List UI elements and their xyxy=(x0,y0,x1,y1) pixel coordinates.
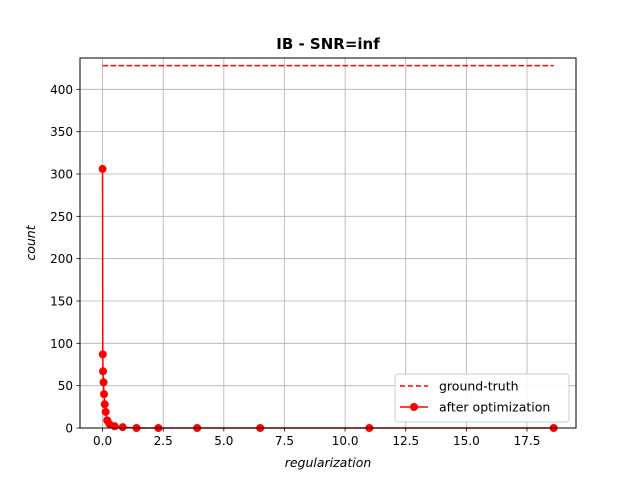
y-tick-label: 200 xyxy=(50,252,73,266)
y-tick-label: 100 xyxy=(50,337,73,351)
chart-title: IB - SNR=inf xyxy=(276,35,380,53)
data-point xyxy=(99,378,108,387)
legend-box xyxy=(394,373,570,423)
x-tick-label: 5.0 xyxy=(214,434,233,448)
legend: ground-truth after optimization xyxy=(394,373,570,423)
x-tick-label: 15.0 xyxy=(453,434,480,448)
data-point xyxy=(118,423,127,432)
data-point xyxy=(100,400,109,409)
x-tick-label: 10.0 xyxy=(332,434,359,448)
legend-after-optimization-label: after optimization xyxy=(439,400,550,415)
plot-frame xyxy=(79,57,577,429)
ticks: 0.0 2.5 5.0 7.5 10.0 12.5 15.0 17.5 0 50 100 150 200… xyxy=(50,83,540,448)
y-tick-label: 0 xyxy=(65,422,73,436)
y-tick-label: 300 xyxy=(50,167,73,181)
data-point xyxy=(99,367,108,376)
legend-after-optimization-marker xyxy=(410,403,418,411)
data-point xyxy=(101,407,110,416)
y-tick-label: 350 xyxy=(50,125,73,139)
y-tick-label: 250 xyxy=(50,210,73,224)
x-tick-label: 7.5 xyxy=(275,434,294,448)
data-point xyxy=(98,350,107,359)
x-axis-label: regularization xyxy=(285,455,372,470)
data-point xyxy=(98,164,107,173)
data-point xyxy=(100,390,109,399)
y-axis-label: count xyxy=(23,224,38,260)
x-tick-label: 2.5 xyxy=(154,434,173,448)
y-tick-label: 50 xyxy=(58,379,73,393)
x-tick-label: 17.5 xyxy=(514,434,541,448)
y-tick-label: 400 xyxy=(50,83,73,97)
x-tick-label: 12.5 xyxy=(392,434,419,448)
legend-ground-truth-label: ground-truth xyxy=(439,379,519,394)
y-tick-label: 150 xyxy=(50,294,73,308)
x-tick-label: 0.0 xyxy=(93,434,112,448)
data-point xyxy=(110,422,119,431)
